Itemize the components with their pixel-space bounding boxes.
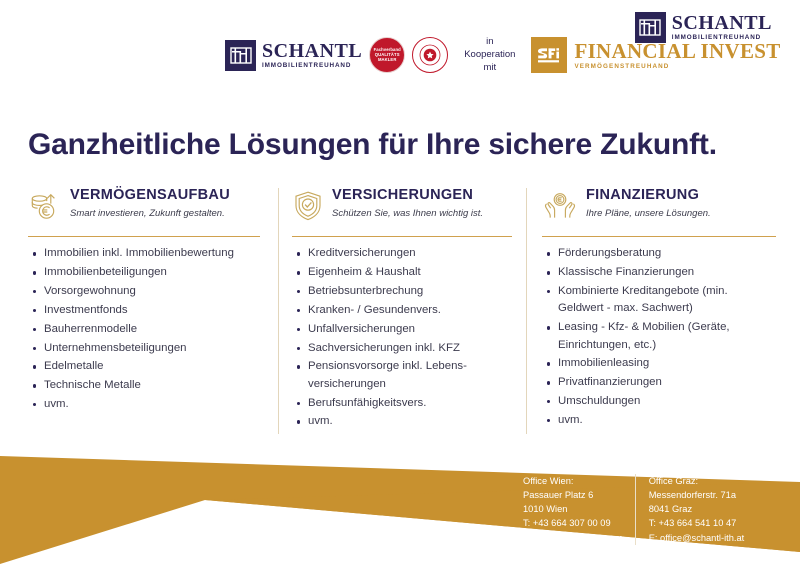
list-item: Kombinierte Kreditangebote (min. Geldwer…: [547, 283, 776, 318]
column-title-group: FINANZIERUNG Ihre Pläne, unsere Lösungen…: [586, 187, 711, 219]
list-item: Unfallversicherungen: [297, 321, 512, 338]
column-versicherungen: VERSICHERUNGEN Schützen Sie, was Ihnen w…: [278, 187, 526, 435]
column-title: FINANZIERUNG: [586, 187, 700, 203]
footer-chevron-shape: [0, 456, 800, 564]
office-graz-block: Office Graz: Messendorferstr. 71a 8041 G…: [634, 474, 745, 545]
hands-holding-coin-icon: [542, 189, 578, 228]
column-vermoegensaufbau: VERMÖGENSAUFBAU Smart investieren, Zukun…: [28, 187, 278, 432]
list-item: Kreditversicherungen: [297, 245, 512, 262]
schantl-subtitle: IMMOBILIENTREUHAND: [262, 62, 352, 70]
list-item: Investmentfonds: [33, 302, 260, 319]
services-list-versicherungen: Kreditversicherungen Eigenheim & Haushal…: [292, 245, 512, 430]
cooperation-line-1: in: [486, 36, 494, 47]
column-title-group: VERSICHERUNGEN Schützen Sie, was Ihnen w…: [332, 187, 484, 219]
footer-contacts: Office Wien: Passauer Platz 6 1010 Wien …: [523, 474, 744, 545]
services-list-vermoegensaufbau: Immobilien inkl. Immobilienbewertung Imm…: [28, 245, 260, 413]
schantl-wordmark: SCHANTL IMMOBILIENTREUHAND: [262, 41, 362, 69]
shield-check-icon: [292, 189, 324, 228]
footer-band: Office Wien: Passauer Platz 6 1010 Wien …: [0, 440, 800, 564]
list-item: Edelmetalle: [33, 358, 260, 375]
list-item: Technische Metalle: [33, 377, 260, 394]
list-item: Immobilien inkl. Immobilienbewertung: [33, 245, 260, 262]
list-item: Immobilienleasing: [547, 355, 776, 372]
list-item: uvm.: [33, 396, 260, 413]
schantl-corner-logo: SCHANTL IMMOBILIENTREUHAND: [634, 12, 772, 43]
list-item: uvm.: [297, 413, 512, 430]
office-graz-city: 8041 Graz: [648, 504, 693, 515]
column-title-group: VERMÖGENSAUFBAU Smart investieren, Zukun…: [70, 187, 230, 219]
column-title: VERSICHERUNGEN: [332, 187, 474, 203]
office-graz-name: Office Graz:: [648, 476, 699, 486]
services-list-finanzierung: Förderungsberatung Klassische Finanzieru…: [542, 245, 776, 429]
financial-invest-name: FINANCIAL INVEST: [574, 38, 781, 63]
list-item: Förderungsberatung: [547, 245, 776, 262]
ith-monogram-corner-icon: [634, 12, 666, 43]
column-header: VERSICHERUNGEN Schützen Sie, was Ihnen w…: [292, 187, 512, 228]
office-graz-email[interactable]: E: office@schantl-ith.at: [648, 532, 745, 543]
office-wien-street: Passauer Platz 6: [523, 490, 594, 501]
list-item: uvm.: [547, 412, 776, 429]
column-tagline: Smart investieren, Zukunft gestalten.: [70, 207, 225, 219]
services-columns: VERMÖGENSAUFBAU Smart investieren, Zukun…: [28, 187, 776, 435]
seal-1-line3: MAKLER: [377, 56, 397, 62]
column-divider-rule: [28, 236, 260, 238]
coins-growth-euro-icon: [28, 189, 62, 228]
list-item: Berufsunfähigkeitsvers.: [297, 395, 512, 412]
wko-seal-icon: [412, 37, 449, 74]
sfi-monogram-icon: [531, 37, 568, 74]
column-tagline: Schützen Sie, was Ihnen wichtig ist.: [332, 207, 484, 219]
seal-1-line1: Fachverband: [373, 46, 401, 52]
schantl-corner-subtitle: IMMOBILIENTREUHAND: [671, 34, 762, 42]
schantl-logo: SCHANTL IMMOBILIENTREUHAND: [225, 39, 362, 71]
list-item: Vorsorgewohnung: [33, 283, 260, 300]
list-item: Unternehmensbeteiligungen: [33, 340, 260, 357]
office-wien-name: Office Wien:: [523, 476, 574, 486]
office-wien-email[interactable]: E: office@sfi-invest.com: [523, 532, 623, 543]
schantl-name: SCHANTL: [262, 40, 363, 63]
cooperation-line-3: mit: [483, 61, 497, 73]
sfi-financial-invest-logo: FINANCIAL INVEST VERMÖGENSTREUHAND: [531, 37, 781, 74]
schantl-corner-wordmark: SCHANTL IMMOBILIENTREUHAND: [672, 13, 772, 41]
office-graz-phone[interactable]: T: +43 664 541 10 47: [648, 518, 737, 529]
office-wien-city: 1010 Wien: [523, 504, 568, 515]
schantl-corner-name: SCHANTL: [671, 12, 772, 35]
list-item: Kranken- / Gesundenvers.: [297, 302, 512, 319]
financial-invest-subtitle: VERMÖGENSTREUHAND: [574, 62, 670, 70]
header-logo-bar: SCHANTL IMMOBILIENTREUHAND Fachverband Q…: [0, 0, 800, 108]
list-item: Sachversicherungen inkl. KFZ: [297, 340, 512, 357]
list-item: Betriebsunterbrechung: [297, 283, 512, 300]
list-item: Immobilienbeteiligungen: [33, 264, 260, 281]
page-headline: Ganzheitliche Lösungen für Ihre sichere …: [28, 128, 717, 161]
seal-1-line2: QUALITÄTS: [374, 51, 400, 57]
list-item: Klassische Finanzierungen: [547, 264, 776, 281]
column-header: VERMÖGENSAUFBAU Smart investieren, Zukun…: [28, 187, 260, 228]
cooperation-label: in Kooperation mit: [464, 36, 515, 74]
column-divider-rule: [292, 236, 512, 238]
office-wien-block: Office Wien: Passauer Platz 6 1010 Wien …: [523, 474, 635, 545]
list-item: Umschuldungen: [547, 393, 776, 410]
list-item: Pensionsvorsorge inkl. Lebens-versicheru…: [297, 358, 512, 393]
list-item: Leasing - Kfz- & Mobilien (Geräte, Einri…: [547, 319, 776, 354]
logo-row: SCHANTL IMMOBILIENTREUHAND Fachverband Q…: [225, 36, 781, 74]
office-wien-phone[interactable]: T: +43 664 307 00 09: [523, 518, 611, 529]
column-finanzierung: FINANZIERUNG Ihre Pläne, unsere Lösungen…: [526, 187, 776, 435]
list-item: Eigenheim & Haushalt: [297, 264, 512, 281]
list-item: Privatfinanzierungen: [547, 374, 776, 391]
financial-invest-wordmark: FINANCIAL INVEST VERMÖGENSTREUHAND: [574, 38, 781, 70]
column-tagline: Ihre Pläne, unsere Lösungen.: [586, 207, 711, 219]
office-graz-street: Messendorferstr. 71a: [648, 490, 737, 501]
list-item: Bauherrenmodelle: [33, 321, 260, 338]
ith-monogram-icon: [225, 39, 256, 71]
column-title: VERMÖGENSAUFBAU: [70, 187, 230, 203]
qualitaets-makler-seal-icon: Fachverband QUALITÄTS MAKLER: [369, 37, 406, 74]
column-divider-rule: [542, 236, 776, 238]
column-header: FINANZIERUNG Ihre Pläne, unsere Lösungen…: [542, 187, 776, 228]
cooperation-line-2: Kooperation: [464, 48, 516, 60]
